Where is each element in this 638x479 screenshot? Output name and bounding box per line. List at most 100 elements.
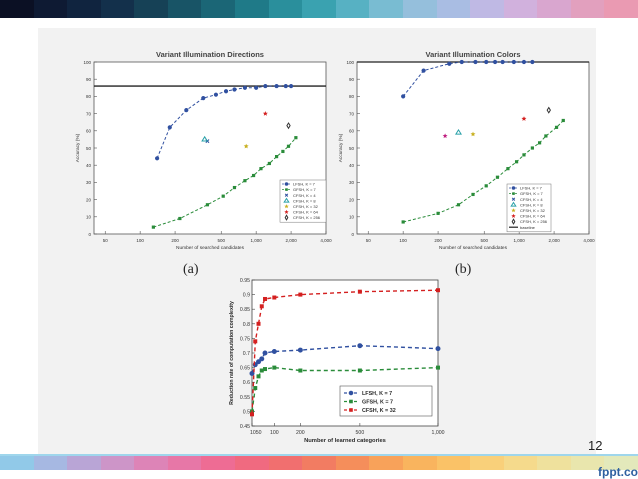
chart-b-ytick-label: 0 — [351, 232, 354, 237]
chart-b-legend-marker — [511, 218, 516, 225]
top-stripe-segment — [369, 0, 403, 18]
chart-a-legend-marker — [285, 188, 288, 191]
chart-b-xtick-label: 2,000 — [548, 238, 560, 243]
chart-a-point — [155, 156, 160, 161]
chart-c-point — [272, 365, 277, 370]
chart-c-xtick-label: 200 — [296, 430, 305, 436]
chart-a-legend-label: CFSH, K = 32 — [293, 204, 319, 209]
chart-a-point — [151, 225, 155, 229]
chart-b-point — [546, 106, 551, 114]
top-stripe-segment — [235, 0, 269, 18]
chart-a-point — [223, 89, 229, 94]
page-number: 12 — [588, 438, 603, 453]
chart-b-point — [522, 153, 526, 157]
chart-b-point — [473, 59, 478, 65]
chart-a-point — [243, 179, 247, 183]
chart-c-legend-label: LFSH, K = 7 — [362, 391, 392, 397]
panel-label-b: (b) — [455, 262, 472, 277]
chart-b-legend-label: CFSH, K = 32 — [520, 208, 546, 213]
chart-c-point — [256, 359, 262, 365]
chart-b-legend-label: CFSH, K = 256 — [520, 219, 548, 224]
chart-a-legend-label: CFSH, K = 4 — [293, 193, 316, 198]
chart-b-point — [401, 94, 406, 99]
top-stripe-segment — [100, 0, 135, 18]
top-stripe-segment — [33, 0, 68, 18]
chart-c-point — [298, 292, 303, 297]
chart-a-xlabel: Number of searched candidates — [176, 245, 245, 251]
bottom-stripe-segment — [335, 456, 370, 470]
bottom-stripe-segment — [134, 456, 168, 470]
chart-b-ytick-label: 60 — [349, 129, 355, 134]
chart-c-ytick-label: 0.45 — [240, 424, 250, 430]
chart-c-point — [436, 365, 440, 370]
chart-b-xtick-label: 1,000 — [514, 238, 526, 243]
chart-c-point — [357, 289, 362, 294]
chart-c-ytick-label: 0.9 — [243, 293, 250, 299]
chart-b-point — [511, 59, 516, 65]
chart-b-xlabel: Number of searched candidates — [439, 245, 508, 251]
bottom-color-stripe — [0, 456, 638, 470]
chart-b-legend-marker-stroke — [511, 197, 516, 201]
chart-a-point — [281, 149, 285, 154]
chart-c-point — [250, 412, 254, 417]
chart-a-xtick-label: 1,000 — [251, 238, 263, 243]
chart-a-xtick-label: 2,000 — [285, 238, 297, 243]
chart-b-legend-label: CFSH, K = 4 — [520, 197, 543, 202]
chart-a-ytick-label: 90 — [86, 77, 92, 82]
bottom-stripe-segment — [402, 456, 437, 470]
chart-b-xtick-label: 100 — [399, 238, 407, 243]
top-stripe-segment — [201, 0, 236, 18]
chart-c-point — [263, 367, 268, 372]
chart-b-legend-marker — [511, 213, 516, 218]
chart-b-ytick-label: 10 — [349, 215, 355, 220]
chart-b-point — [495, 175, 500, 179]
chart-c-point — [436, 288, 440, 293]
chart-b-ytick-label: 20 — [349, 197, 355, 202]
bottom-stripe-segment — [436, 456, 471, 470]
bottom-stripe-segment — [470, 456, 504, 470]
chart-illumination-directions: Variant Illumination Directions 0 10 20 30 40… — [75, 50, 332, 251]
chart-b-ytick-label: 90 — [349, 77, 355, 82]
chart-b-point — [544, 134, 548, 138]
chart-b-point — [471, 192, 475, 197]
chart-a-point — [286, 144, 291, 148]
bottom-stripe-segment — [33, 456, 68, 470]
top-stripe-segment — [470, 0, 504, 18]
bottom-stripe-segment — [302, 456, 336, 470]
chart-b-point — [537, 141, 542, 145]
chart-a-title: Variant Illumination Directions — [156, 50, 264, 59]
chart-b-ytick-label: 80 — [349, 94, 355, 99]
top-stripe-segment — [167, 0, 202, 18]
chart-b-ylabel: Accuracy (%) — [338, 133, 344, 162]
chart-a-point — [267, 161, 271, 166]
chart-b-legend-label: CFSH, K = 64 — [520, 214, 546, 219]
panel-label-a: (a) — [183, 262, 199, 277]
chart-a-legend — [279, 179, 327, 223]
chart-b-series-line — [403, 120, 564, 223]
chart-b-point — [459, 59, 464, 65]
chart-b-point — [470, 131, 476, 137]
chart-c-point — [298, 368, 303, 373]
chart-c-ytick-label: 0.5 — [243, 409, 250, 415]
chart-c-point — [297, 347, 303, 353]
bottom-stripe-segment — [201, 456, 236, 470]
top-stripe-segment — [402, 0, 437, 18]
chart-c-ytick-label: 0.85 — [240, 307, 250, 313]
chart-c-point — [256, 321, 261, 326]
chart-a-legend-label: CFSH, K = 256 — [293, 215, 321, 220]
chart-a-point — [286, 122, 291, 130]
chart-b-ytick-label: 30 — [349, 180, 355, 185]
chart-c-ytick-label: 0.95 — [240, 278, 250, 284]
chart-c-ytick-label: 0.65 — [240, 366, 250, 372]
chart-b-point — [442, 133, 448, 139]
chart-c-xtick-label: 100 — [270, 430, 279, 436]
chart-a-point — [184, 108, 189, 113]
chart-a-point — [232, 87, 237, 92]
chart-c-point — [262, 350, 268, 356]
chart-c-point — [253, 386, 258, 391]
bottom-stripe-segment — [369, 456, 403, 470]
top-stripe-segment — [0, 0, 34, 18]
chart-b-point — [561, 118, 565, 123]
chart-a-point — [274, 155, 279, 159]
chart-a-legend-label: CFSH, K = 64 — [293, 210, 319, 215]
